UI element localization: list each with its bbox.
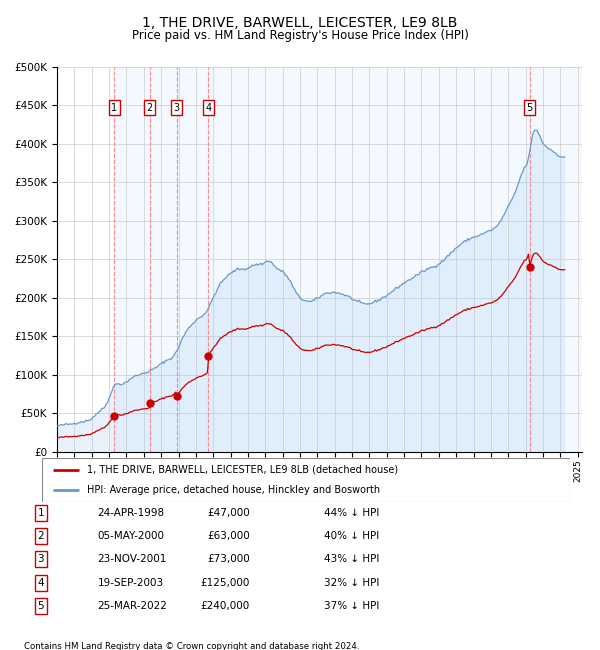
Bar xyxy=(208,67,530,452)
Text: £47,000: £47,000 xyxy=(207,508,250,518)
Text: 43% ↓ HPI: 43% ↓ HPI xyxy=(324,554,379,564)
Text: 25-MAR-2022: 25-MAR-2022 xyxy=(97,601,167,611)
Bar xyxy=(176,67,208,452)
Text: 19-SEP-2003: 19-SEP-2003 xyxy=(97,578,163,588)
Text: 05-MAY-2000: 05-MAY-2000 xyxy=(97,531,164,541)
Bar xyxy=(115,67,150,452)
Text: 5: 5 xyxy=(38,601,44,611)
Text: £73,000: £73,000 xyxy=(207,554,250,564)
Text: 2: 2 xyxy=(146,103,153,112)
Text: 4: 4 xyxy=(205,103,211,112)
Bar xyxy=(150,67,176,452)
Text: £63,000: £63,000 xyxy=(207,531,250,541)
Text: 32% ↓ HPI: 32% ↓ HPI xyxy=(324,578,379,588)
Text: 3: 3 xyxy=(38,554,44,564)
Text: £125,000: £125,000 xyxy=(200,578,250,588)
Text: 1: 1 xyxy=(38,508,44,518)
Text: 44% ↓ HPI: 44% ↓ HPI xyxy=(324,508,379,518)
Text: 5: 5 xyxy=(526,103,533,112)
Bar xyxy=(530,67,582,452)
Text: HPI: Average price, detached house, Hinckley and Bosworth: HPI: Average price, detached house, Hinc… xyxy=(87,485,380,495)
Text: 40% ↓ HPI: 40% ↓ HPI xyxy=(324,531,379,541)
Text: 1, THE DRIVE, BARWELL, LEICESTER, LE9 8LB: 1, THE DRIVE, BARWELL, LEICESTER, LE9 8L… xyxy=(142,16,458,31)
Text: 2: 2 xyxy=(38,531,44,541)
Text: 1: 1 xyxy=(112,103,118,112)
Text: 4: 4 xyxy=(38,578,44,588)
Text: Price paid vs. HM Land Registry's House Price Index (HPI): Price paid vs. HM Land Registry's House … xyxy=(131,29,469,42)
Text: 24-APR-1998: 24-APR-1998 xyxy=(97,508,164,518)
Text: 37% ↓ HPI: 37% ↓ HPI xyxy=(324,601,379,611)
Text: 1, THE DRIVE, BARWELL, LEICESTER, LE9 8LB (detached house): 1, THE DRIVE, BARWELL, LEICESTER, LE9 8L… xyxy=(87,465,398,474)
Text: 3: 3 xyxy=(173,103,180,112)
Text: 23-NOV-2001: 23-NOV-2001 xyxy=(97,554,167,564)
Text: £240,000: £240,000 xyxy=(200,601,250,611)
Text: Contains HM Land Registry data © Crown copyright and database right 2024.
This d: Contains HM Land Registry data © Crown c… xyxy=(24,642,359,650)
